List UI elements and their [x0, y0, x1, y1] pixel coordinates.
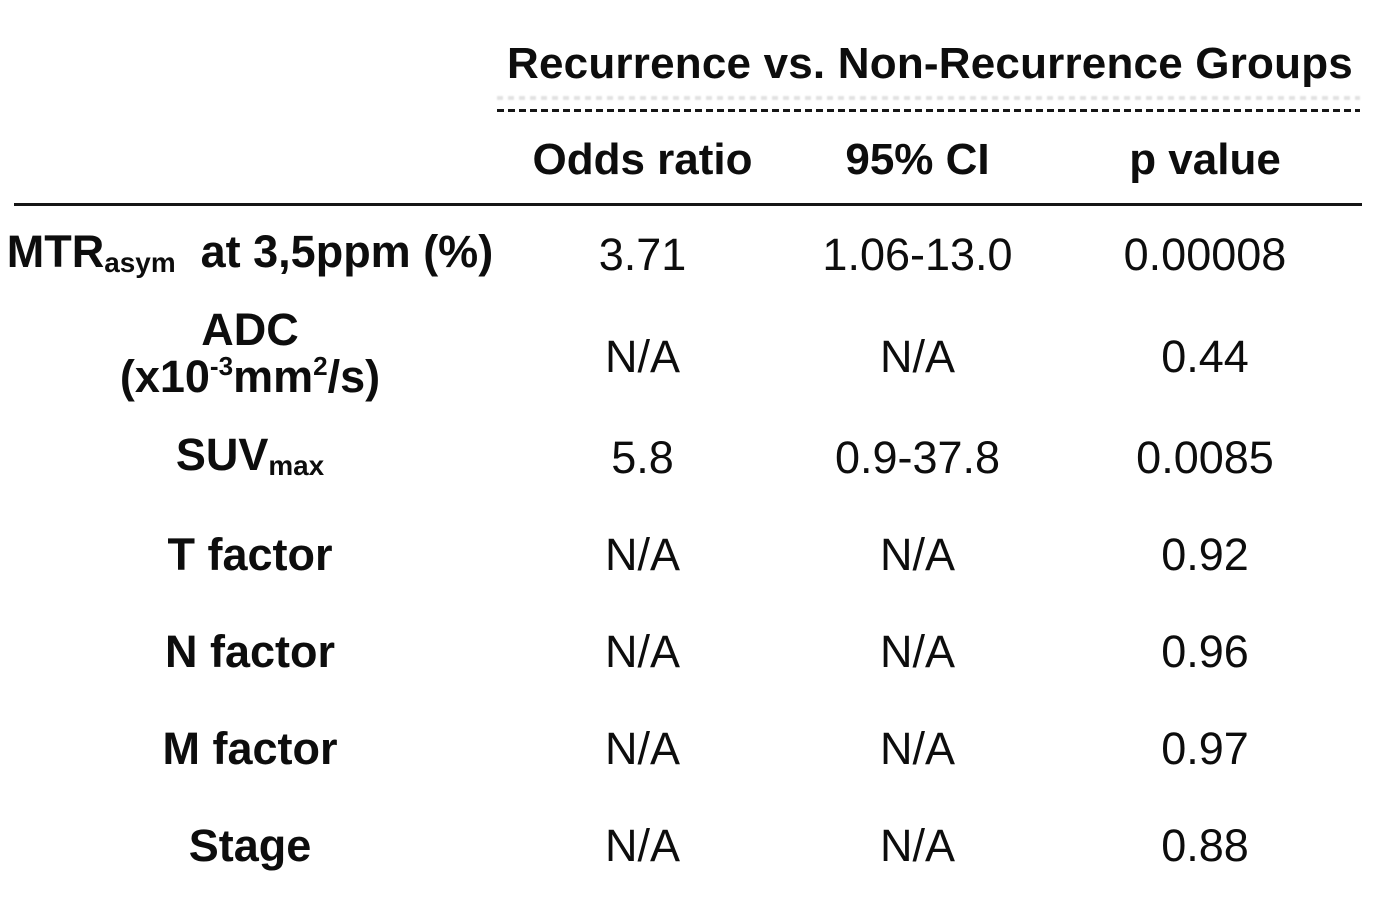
- cell-odds-ratio: N/A: [604, 723, 680, 774]
- cell-p-value: 0.96: [1161, 626, 1249, 677]
- header-rule: [14, 203, 1362, 206]
- cell-95ci: N/A: [879, 626, 955, 677]
- column-header-row: Odds ratio 95% CI p value: [0, 132, 1392, 188]
- cell-95ci: 1.06-13.0: [822, 229, 1013, 280]
- table-row: Stage N/A N/A 0.88: [0, 797, 1392, 894]
- cell-odds-ratio: N/A: [604, 626, 680, 677]
- cell-95ci: N/A: [879, 529, 955, 580]
- table-row: T factor N/A N/A 0.92: [0, 506, 1392, 603]
- group-header: Recurrence vs. Non-Recurrence Groups: [507, 39, 1353, 88]
- cell-odds-ratio: 5.8: [611, 432, 674, 483]
- cell-p-value: 0.44: [1161, 330, 1249, 382]
- row-label: T factor: [167, 529, 333, 580]
- dashed-divider: [497, 109, 1360, 112]
- table-row: M factor N/A N/A 0.97: [0, 700, 1392, 797]
- dashed-divider-artifact: [497, 96, 1360, 100]
- cell-p-value: 0.97: [1161, 723, 1249, 774]
- row-label: ADC (x10-3mm2/s): [119, 303, 381, 402]
- column-header-95ci: 95% CI: [845, 135, 990, 184]
- row-label: Stage: [188, 820, 312, 871]
- column-header-odds-ratio: Odds ratio: [532, 135, 753, 184]
- row-label: M factor: [162, 723, 338, 774]
- column-header-p-value: p value: [1129, 135, 1281, 184]
- cell-p-value: 0.0085: [1136, 432, 1274, 483]
- cell-95ci: N/A: [879, 330, 955, 382]
- row-label: SUVmax: [175, 429, 325, 482]
- cell-odds-ratio: 3.71: [598, 229, 687, 280]
- cell-odds-ratio: N/A: [604, 529, 680, 580]
- table-row: MTRasym at 3,5ppm (%) 3.71 1.06-13.0 0.0000…: [0, 206, 1392, 303]
- table-row: ADC (x10-3mm2/s) N/A N/A 0.44: [0, 303, 1392, 409]
- cell-95ci: N/A: [879, 820, 955, 871]
- row-label: MTRasym at 3,5ppm (%): [6, 226, 494, 279]
- cell-p-value: 0.00008: [1123, 229, 1287, 280]
- cell-p-value: 0.88: [1161, 820, 1249, 871]
- cell-95ci: N/A: [879, 723, 955, 774]
- table-row: SUVmax 5.8 0.9-37.8 0.0085: [0, 409, 1392, 506]
- cell-95ci: 0.9-37.8: [834, 432, 1001, 483]
- cell-p-value: 0.92: [1161, 529, 1249, 580]
- table-body: MTRasym at 3,5ppm (%) 3.71 1.06-13.0 0.0000…: [0, 206, 1392, 894]
- table-row: N factor N/A N/A 0.96: [0, 603, 1392, 700]
- cell-odds-ratio: N/A: [604, 330, 680, 382]
- row-label: N factor: [164, 626, 336, 677]
- cell-odds-ratio: N/A: [604, 820, 680, 871]
